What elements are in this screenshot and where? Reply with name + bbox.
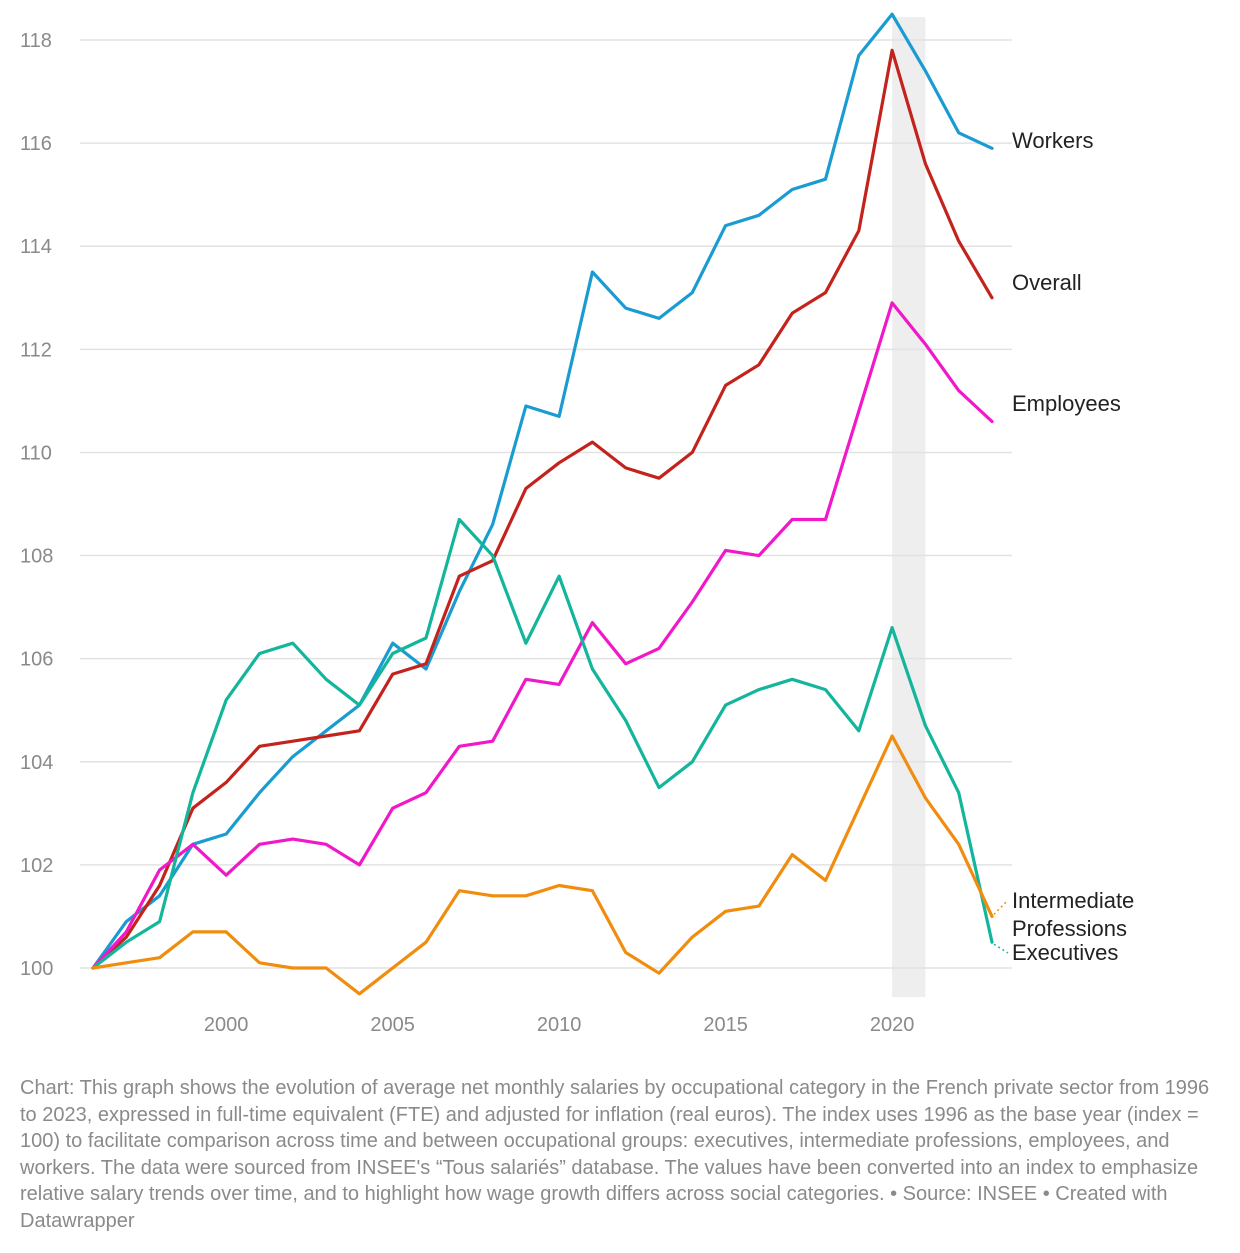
chart-svg: 100 102 104 106 108 110 112 114 116 118 2000 2005 20… — [20, 12, 1134, 1036]
y-tick-label-118: 118 — [20, 30, 52, 52]
y-tick-label-110: 110 — [20, 442, 52, 464]
x-tick-label-2020: 2020 — [870, 1014, 915, 1036]
caption-credit: • Created with Datawrapper — [20, 1183, 1168, 1232]
x-tick-label-2015: 2015 — [703, 1014, 748, 1036]
series-line-overall — [91, 48, 994, 970]
series-line-employees — [91, 301, 994, 970]
labels-layer: Workers Overall Employees Intermediate P… — [993, 128, 1134, 965]
y-tick-label-112: 112 — [20, 339, 52, 361]
series-label-executives: Executives — [1012, 940, 1118, 965]
series-line-intermediate-professions — [91, 734, 994, 996]
series-label-overall: Overall — [1012, 270, 1082, 295]
highlight-layer — [892, 17, 926, 997]
x-tick-label-2005: 2005 — [370, 1014, 415, 1036]
leader-intermediate — [993, 899, 1009, 915]
series-label-intermediate-1: Intermediate — [1012, 888, 1134, 913]
series-label-employees: Employees — [1012, 391, 1121, 416]
line-chart: 100 102 104 106 108 110 112 114 116 118 2000 2005 20… — [20, 12, 1134, 1036]
series-line-workers — [91, 12, 994, 970]
x-tick-label-2000: 2000 — [204, 1014, 249, 1036]
caption-source: • Source: INSEE — [890, 1183, 1038, 1205]
grid-layer: 100 102 104 106 108 110 112 114 116 118 2000 2005 20… — [20, 30, 1012, 1036]
y-tick-label-102: 102 — [20, 855, 53, 877]
y-tick-label-100: 100 — [20, 958, 53, 980]
lines-layer — [91, 12, 994, 996]
highlight-band-2020-2021 — [892, 17, 926, 997]
x-tick-label-2010: 2010 — [537, 1014, 582, 1036]
chart-caption: Chart: This graph shows the evolution of… — [20, 1075, 1215, 1234]
series-label-workers: Workers — [1012, 128, 1094, 153]
y-tick-label-108: 108 — [20, 546, 53, 568]
caption-text: Chart: This graph shows the evolution of… — [20, 1077, 1210, 1205]
series-line-executives — [91, 517, 994, 970]
y-tick-label-106: 106 — [20, 649, 53, 671]
y-tick-label-116: 116 — [20, 133, 52, 155]
y-tick-label-104: 104 — [20, 752, 53, 774]
leader-executives — [993, 943, 1009, 954]
series-label-intermediate-2: Professions — [1012, 916, 1127, 941]
y-tick-label-114: 114 — [20, 236, 52, 258]
